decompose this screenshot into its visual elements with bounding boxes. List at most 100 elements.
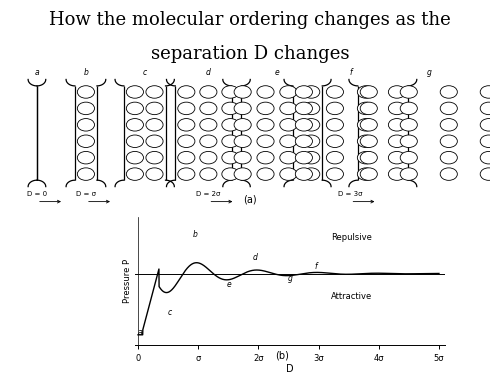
Circle shape: [178, 86, 195, 98]
Circle shape: [280, 135, 297, 147]
Circle shape: [440, 135, 458, 147]
Circle shape: [360, 135, 378, 147]
Circle shape: [326, 102, 344, 115]
Text: f: f: [349, 68, 352, 76]
Circle shape: [296, 168, 312, 180]
Circle shape: [480, 168, 498, 180]
Circle shape: [280, 152, 297, 164]
Circle shape: [222, 168, 239, 180]
Circle shape: [234, 118, 251, 131]
Circle shape: [222, 102, 239, 115]
Circle shape: [200, 118, 217, 131]
Text: d: d: [253, 253, 258, 262]
Circle shape: [388, 135, 406, 147]
Text: separation D changes: separation D changes: [151, 45, 349, 63]
Text: D = 0: D = 0: [27, 191, 47, 197]
Circle shape: [234, 86, 251, 98]
Text: a: a: [34, 68, 40, 76]
Text: e: e: [274, 68, 280, 76]
Circle shape: [78, 102, 94, 115]
Circle shape: [358, 152, 374, 164]
Text: b: b: [193, 230, 198, 239]
Circle shape: [200, 86, 217, 98]
Circle shape: [146, 86, 163, 98]
Circle shape: [257, 168, 274, 180]
Circle shape: [302, 152, 320, 164]
Circle shape: [440, 168, 458, 180]
Circle shape: [78, 86, 94, 98]
Text: D = 3σ: D = 3σ: [338, 191, 362, 197]
Circle shape: [146, 168, 163, 180]
Circle shape: [280, 86, 297, 98]
Circle shape: [358, 118, 374, 131]
Circle shape: [200, 135, 217, 147]
Circle shape: [222, 118, 239, 131]
Circle shape: [360, 168, 378, 180]
Circle shape: [302, 102, 320, 115]
Text: Attractive: Attractive: [330, 291, 372, 300]
Circle shape: [78, 168, 94, 180]
Circle shape: [126, 86, 144, 98]
Circle shape: [326, 86, 344, 98]
Circle shape: [296, 135, 312, 147]
Circle shape: [257, 152, 274, 164]
Circle shape: [200, 152, 217, 164]
Text: a: a: [138, 328, 142, 337]
Circle shape: [302, 135, 320, 147]
Circle shape: [146, 135, 163, 147]
Circle shape: [296, 86, 312, 98]
Circle shape: [296, 152, 312, 164]
Circle shape: [126, 118, 144, 131]
Text: f: f: [314, 262, 317, 271]
Circle shape: [358, 135, 374, 147]
Text: c: c: [142, 68, 147, 76]
Text: e: e: [227, 280, 232, 290]
Text: D = σ: D = σ: [76, 191, 96, 197]
Circle shape: [302, 86, 320, 98]
Circle shape: [280, 102, 297, 115]
Circle shape: [400, 135, 417, 147]
Circle shape: [440, 118, 458, 131]
Circle shape: [388, 118, 406, 131]
Text: g: g: [288, 274, 292, 283]
Text: D = 2σ: D = 2σ: [196, 191, 220, 197]
Circle shape: [400, 118, 417, 131]
Circle shape: [78, 118, 94, 131]
Circle shape: [257, 118, 274, 131]
Circle shape: [440, 102, 458, 115]
Text: d: d: [206, 68, 211, 76]
Text: Repulsive: Repulsive: [330, 233, 372, 242]
Circle shape: [126, 152, 144, 164]
Circle shape: [302, 168, 320, 180]
Circle shape: [358, 102, 374, 115]
Circle shape: [360, 86, 378, 98]
Circle shape: [178, 118, 195, 131]
Circle shape: [480, 135, 498, 147]
Circle shape: [178, 168, 195, 180]
Circle shape: [222, 152, 239, 164]
Circle shape: [257, 86, 274, 98]
Circle shape: [200, 168, 217, 180]
Circle shape: [480, 152, 498, 164]
Circle shape: [126, 135, 144, 147]
Circle shape: [234, 102, 251, 115]
Text: (b): (b): [276, 350, 289, 360]
Circle shape: [400, 152, 417, 164]
Circle shape: [440, 86, 458, 98]
Circle shape: [257, 102, 274, 115]
Y-axis label: Pressure P: Pressure P: [123, 259, 132, 303]
Text: g: g: [426, 68, 431, 76]
Circle shape: [480, 86, 498, 98]
Circle shape: [296, 118, 312, 131]
Text: How the molecular ordering changes as the: How the molecular ordering changes as th…: [49, 11, 451, 29]
Circle shape: [360, 152, 378, 164]
Circle shape: [360, 102, 378, 115]
Circle shape: [126, 168, 144, 180]
Text: c: c: [167, 308, 172, 317]
Circle shape: [296, 102, 312, 115]
Circle shape: [400, 86, 417, 98]
Circle shape: [126, 102, 144, 115]
Circle shape: [480, 118, 498, 131]
Text: (a): (a): [243, 195, 257, 204]
Circle shape: [78, 135, 94, 147]
